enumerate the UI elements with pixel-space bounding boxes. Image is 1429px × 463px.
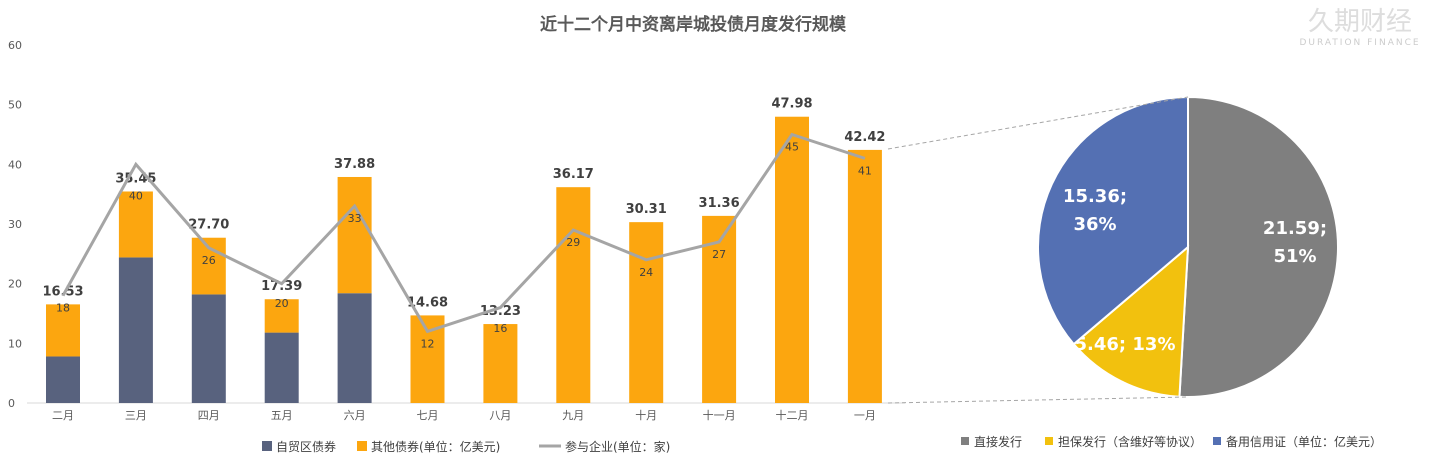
y-tick-label: 60 (8, 39, 22, 52)
x-tick-label: 九月 (562, 409, 584, 422)
connector-line (887, 96, 1189, 150)
line-point-label: 40 (129, 189, 143, 202)
y-tick-label: 50 (8, 99, 22, 112)
x-tick-label: 二月 (52, 409, 74, 422)
x-tick-label: 一月 (854, 409, 876, 422)
total-label: 16.53 (42, 284, 83, 299)
watermark: 久期财经 (1308, 7, 1412, 37)
bar-ftz (118, 257, 153, 403)
pie-legend-label: 直接发行 (974, 434, 1022, 449)
y-tick-label: 30 (8, 218, 22, 231)
x-tick-label: 七月 (417, 409, 439, 422)
pie-slice (1178, 95, 1339, 398)
line-point-label: 26 (202, 254, 216, 267)
x-tick-label: 十月 (635, 408, 657, 422)
pie-legend-swatch (1213, 437, 1221, 445)
line-point-label: 12 (421, 337, 435, 350)
x-tick-label: 十二月 (776, 408, 809, 422)
total-label: 13.23 (480, 304, 521, 319)
line-point-label: 18 (56, 302, 70, 315)
total-label: 27.70 (188, 218, 229, 233)
bar-other (702, 215, 737, 403)
total-label: 36.17 (553, 167, 594, 182)
line-point-label: 20 (275, 297, 289, 310)
line-point-label: 41 (858, 164, 872, 177)
y-tick-label: 20 (8, 278, 22, 291)
bar-ftz (191, 294, 226, 403)
x-tick-label: 八月 (489, 409, 511, 422)
line-point-label: 24 (639, 266, 653, 279)
total-label: 30.31 (626, 202, 667, 217)
watermark-en: DURATION FINANCE (1299, 38, 1420, 48)
legend-swatch (262, 441, 272, 451)
pie-slice (1037, 95, 1189, 346)
total-label: 17.39 (261, 279, 302, 294)
x-tick-label: 六月 (344, 409, 366, 422)
x-tick-label: 四月 (198, 409, 220, 422)
x-tick-label: 三月 (125, 409, 147, 422)
pie-legend-swatch (961, 437, 969, 445)
total-label: 42.42 (844, 130, 885, 145)
pie-legend-label: 备用信用证（单位：亿美元） (1226, 434, 1382, 449)
pie-label: 15.36; (1063, 186, 1127, 207)
line-point-label: 27 (712, 248, 726, 261)
total-label: 14.68 (407, 295, 448, 310)
legend-label: 自贸区债券 (276, 439, 336, 454)
pie-label: 21.59; (1263, 218, 1327, 239)
x-tick-label: 十一月 (703, 408, 736, 422)
line-point-label: 29 (566, 236, 580, 249)
legend-swatch (357, 441, 367, 451)
total-label: 37.88 (334, 157, 375, 172)
y-tick-label: 40 (8, 158, 22, 171)
bar-other (483, 324, 518, 403)
bar-other (775, 116, 809, 403)
total-label: 31.36 (699, 196, 740, 211)
total-label: 47.98 (771, 97, 812, 112)
legend-label: 参与企业(单位：家) (565, 439, 670, 454)
bar-other (46, 304, 80, 357)
line-point-label: 45 (785, 141, 799, 154)
pie-legend-swatch (1045, 437, 1053, 445)
bar-other (847, 149, 882, 403)
x-tick-label: 五月 (271, 409, 293, 422)
pie-label: 36% (1073, 214, 1116, 235)
pie-slice (1072, 244, 1190, 398)
pie-legend-label: 担保发行（含维好等协议） (1058, 434, 1202, 449)
bar-other (556, 187, 591, 403)
pie-label: 51% (1273, 246, 1316, 267)
bar-other (337, 176, 372, 294)
y-tick-label: 10 (8, 337, 22, 350)
connector-line (887, 396, 1189, 404)
bar-ftz (46, 356, 80, 403)
bar-other (264, 299, 299, 333)
chart-title: 近十二个月中资离岸城投债月度发行规模 (540, 14, 847, 35)
line-series (61, 132, 866, 334)
line-point-label: 33 (348, 212, 362, 225)
y-tick-label: 0 (8, 397, 15, 410)
bar-ftz (337, 293, 372, 403)
line-point-label: 16 (493, 322, 507, 335)
legend-label: 其他债券(单位：亿美元) (371, 439, 500, 454)
bar-other (629, 222, 664, 403)
pie-label: 5.46; 13% (1075, 334, 1176, 355)
bar-ftz (264, 332, 299, 403)
bar-other (118, 191, 153, 258)
